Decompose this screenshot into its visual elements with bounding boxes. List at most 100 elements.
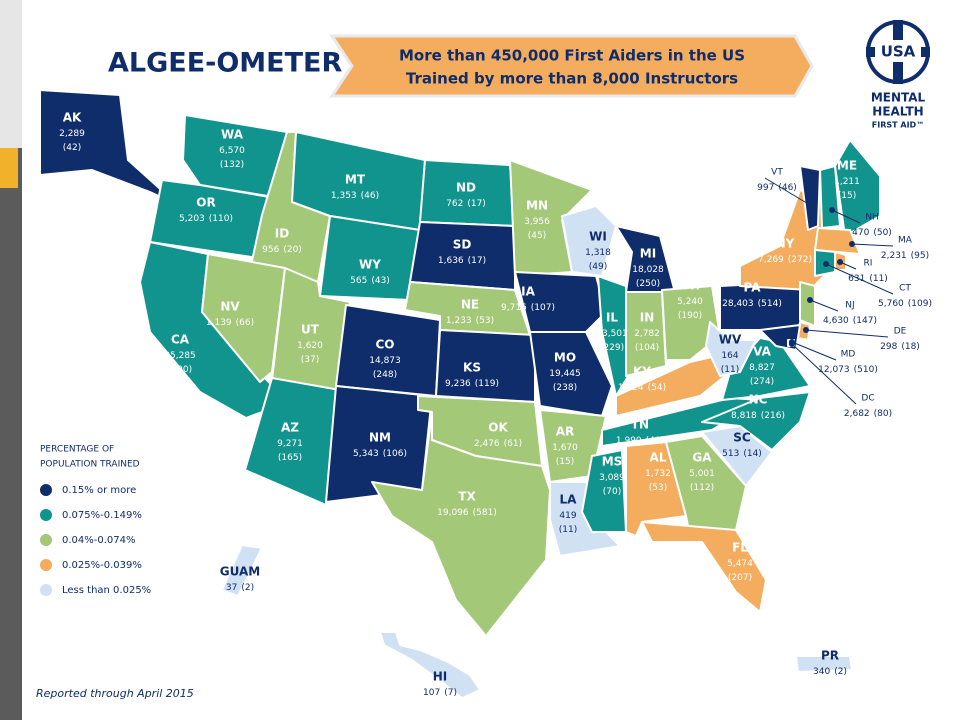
- logo-text: MENTAL: [871, 91, 926, 105]
- trained-count: 9,236: [445, 379, 471, 389]
- trained-count: 956: [262, 245, 279, 255]
- banner: [329, 34, 814, 98]
- state-count: 19,096 (581): [437, 508, 497, 518]
- state-count: 419 (11): [559, 511, 577, 535]
- trained-count: 631: [848, 274, 865, 284]
- state-count: 1,353 (46): [331, 191, 379, 201]
- state-abbr: NV: [220, 300, 240, 314]
- state-abbr: WA: [221, 128, 244, 142]
- instructor-count: (11): [869, 274, 887, 284]
- legend-title: PERCENTAGE OF: [40, 445, 114, 455]
- state-abbr: IN: [640, 311, 655, 325]
- instructor-count: (53): [649, 483, 667, 493]
- state-count: 35,285 (700): [164, 351, 196, 375]
- state: [641, 521, 767, 613]
- state-count: 5,001 (112): [689, 469, 715, 493]
- state-count: 565 (43): [350, 276, 390, 286]
- trained-count: 762: [446, 199, 463, 209]
- instructor-count: (110): [209, 214, 233, 224]
- trained-count: 5,474: [727, 559, 753, 569]
- instructor-count: (272): [788, 255, 812, 265]
- state-abbr: AR: [556, 425, 575, 439]
- state-count: 1,990 (40): [616, 436, 664, 446]
- state-count: 997 (46): [757, 183, 797, 193]
- legend-swatch: [40, 509, 52, 521]
- logo-plate: [875, 40, 921, 62]
- trained-count: 9,271: [277, 439, 303, 449]
- state: [597, 275, 633, 397]
- trained-count: 2,231: [881, 251, 907, 261]
- state-abbr: ND: [456, 181, 476, 195]
- instructor-count: (229): [600, 343, 624, 353]
- trained-count: 2,476: [474, 439, 500, 449]
- state-abbr: AK: [63, 111, 82, 125]
- trained-count: 4,630: [823, 316, 849, 326]
- state-abbr: CT: [899, 284, 911, 294]
- instructor-count: (104): [635, 343, 659, 353]
- state-count: 9,716 (107): [501, 303, 555, 313]
- state-abbr: MN: [526, 199, 548, 213]
- trained-count: 298: [880, 342, 897, 352]
- instructor-count: (700): [168, 365, 192, 375]
- trained-count: 7,269: [758, 255, 784, 265]
- trained-count: 19,445: [549, 369, 581, 379]
- trained-count: 1,318: [585, 248, 611, 258]
- state-count: 1,211 (15): [834, 177, 860, 201]
- instructor-count: (510): [854, 365, 878, 375]
- trained-count: 3,956: [524, 217, 550, 227]
- trained-count: 2,682: [844, 409, 870, 419]
- state-count: 956 (20): [262, 245, 302, 255]
- state-abbr: NC: [749, 393, 768, 407]
- state-abbr: MA: [898, 236, 913, 246]
- instructor-count: (7): [444, 688, 457, 698]
- state-abbr: CO: [375, 338, 394, 352]
- state-abbr: NY: [776, 237, 795, 251]
- state-count: 5,760 (109): [878, 299, 932, 309]
- instructor-count: (112): [690, 483, 714, 493]
- state: [435, 329, 536, 403]
- trained-count: 1,990: [616, 436, 642, 446]
- trained-count: 470: [852, 228, 869, 238]
- instructor-count: (37): [301, 355, 319, 365]
- trained-count: 8,827: [749, 363, 775, 373]
- state-abbr: ID: [275, 227, 289, 241]
- instructor-count: (107): [531, 303, 555, 313]
- trained-count: 3,089: [599, 473, 625, 483]
- state-abbr: OH: [680, 279, 700, 293]
- footnote: Reported through April 2015: [36, 687, 194, 700]
- state-abbr: NH: [865, 213, 879, 223]
- title: ALGEE-OMETER: [108, 48, 342, 79]
- state-abbr: DC: [861, 394, 874, 404]
- state-abbr: RI: [864, 259, 873, 269]
- legend-label: Less than 0.025%: [62, 585, 151, 596]
- state-abbr: DE: [894, 327, 907, 337]
- state-count: 298 (18): [880, 342, 920, 352]
- state-abbr: MO: [554, 351, 576, 365]
- trained-count: 1,211: [834, 177, 860, 187]
- trained-count: 340: [813, 667, 830, 677]
- instructor-count: (119): [475, 379, 499, 389]
- state: [799, 165, 821, 231]
- state-abbr: WY: [359, 258, 381, 272]
- state-count: 2,289 (42): [59, 129, 85, 153]
- state-count: 762 (17): [446, 199, 486, 209]
- leader-line: [805, 329, 889, 338]
- leader-dot: [849, 241, 855, 247]
- instructor-count: (43): [371, 276, 389, 286]
- instructor-count: (109): [908, 299, 932, 309]
- state-count: 12,073 (510): [818, 365, 878, 375]
- state-count: 470 (50): [852, 228, 892, 238]
- legend-swatch: [40, 484, 52, 496]
- instructor-count: (49): [589, 262, 607, 272]
- trained-count: 5,343: [353, 449, 379, 459]
- state-count: 164 (11): [721, 351, 739, 375]
- state-abbr: SD: [453, 238, 472, 252]
- state: [529, 331, 613, 417]
- instructor-count: (66): [236, 318, 254, 328]
- leader-line: [825, 263, 894, 295]
- state: [795, 655, 853, 673]
- state-abbr: VA: [753, 345, 771, 359]
- instructor-count: (15): [838, 191, 856, 201]
- state: [561, 205, 617, 277]
